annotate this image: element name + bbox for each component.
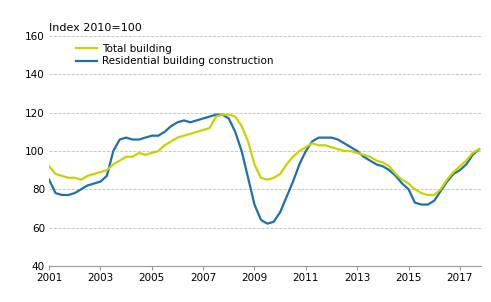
Total building xyxy=(476,147,482,151)
Residential building construction xyxy=(46,178,52,182)
Total building xyxy=(341,149,347,153)
Residential building construction xyxy=(264,222,270,226)
Residential building construction xyxy=(476,147,482,151)
Line: Total building: Total building xyxy=(49,115,479,195)
Legend: Total building, Residential building construction: Total building, Residential building con… xyxy=(76,44,273,66)
Residential building construction xyxy=(367,159,373,162)
Total building xyxy=(46,165,52,168)
Residential building construction xyxy=(437,189,443,193)
Residential building construction xyxy=(444,180,450,183)
Total building xyxy=(444,178,450,182)
Residential building construction xyxy=(399,182,405,185)
Line: Residential building construction: Residential building construction xyxy=(49,115,479,224)
Residential building construction xyxy=(348,145,354,149)
Total building xyxy=(219,113,225,117)
Total building xyxy=(451,170,457,174)
Total building xyxy=(361,153,367,157)
Text: Index 2010=100: Index 2010=100 xyxy=(49,23,142,33)
Residential building construction xyxy=(451,172,457,176)
Residential building construction xyxy=(213,113,219,117)
Total building xyxy=(393,172,399,176)
Total building xyxy=(437,188,443,191)
Total building xyxy=(425,193,431,197)
